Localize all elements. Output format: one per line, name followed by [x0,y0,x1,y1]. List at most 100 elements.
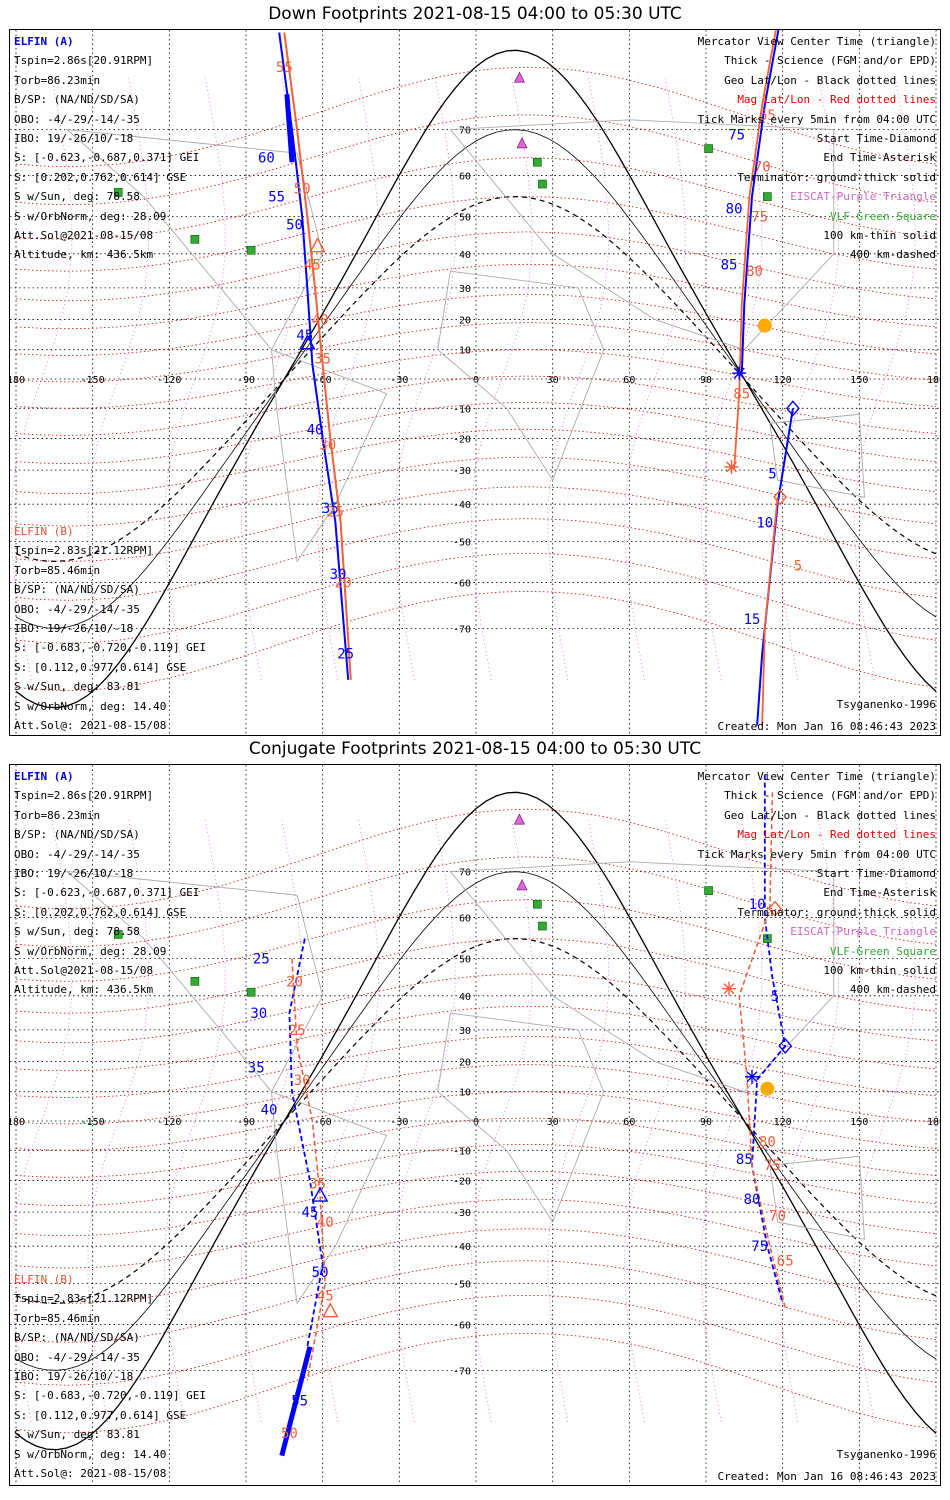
probe-a-tick-label: 15 [744,612,761,628]
lat-tick-label: 50 [459,955,471,966]
probe-b-tick-label: 75 [764,1158,781,1174]
center-time-triangle [299,334,316,350]
eiscat-station [513,813,525,825]
lon-tick-label: 180 [10,375,25,386]
mag-lat-line [15,1143,937,1207]
lat-tick-label: -30 [453,1208,471,1219]
lon-tick-label: 30 [547,1117,559,1128]
lat-tick-label: -70 [453,624,471,635]
mag-lat-line [15,66,937,168]
lat-tick-label: -40 [453,1242,471,1253]
lat-tick-label: -10 [453,1146,471,1157]
end-time-asterisk [732,366,747,381]
probe-a-science [284,94,295,163]
probe-b-tick-label: 80 [746,264,763,280]
vlf-station [704,144,713,153]
mag-lat-line [15,375,937,436]
mag-lat-line [15,808,937,910]
lon-tick-label: 180 [10,1117,25,1128]
lon-tick-label: -90 [237,1117,255,1128]
terminator-100km [15,129,937,629]
probe-b-tick-label: 65 [759,108,776,124]
mag-lat-line [15,1064,937,1125]
mag-lat-line [15,1260,937,1343]
end-time-asterisk [745,1069,759,1084]
probe-a-tick-label: 5 [771,989,779,1005]
probe-a-tick-label: 55 [291,1394,308,1410]
probe-b-tick-label: 40 [317,1215,334,1231]
probe-b-tick-label: 20 [335,576,352,592]
lat-tick-label: 30 [459,284,471,295]
eiscat-station [513,71,525,83]
probe-b-tick-label: 80 [759,1134,776,1150]
mag-lat-line [15,518,937,601]
terminator-400km [15,195,937,563]
probe-b-tick-label: 55 [276,60,293,76]
probe-b-tick-label: 70 [754,160,771,176]
model-label: Tsyganenko-1996 [836,698,936,711]
lat-tick-label: -30 [453,466,471,477]
probe-b-tick-label: 20 [286,974,303,990]
lat-tick-label: -20 [453,434,471,445]
probe-b-tick-label: 85 [733,387,750,403]
lat-tick-label: -40 [453,500,471,511]
lat-tick-label: 70 [459,126,471,137]
mag-lat-line [15,231,937,302]
probe-b-tick-label: 70 [769,1208,786,1224]
lon-tick-label: -30 [390,375,408,386]
terminator-ground [15,791,937,1451]
coastline [437,270,605,482]
down-footprints-map: 70605040302010-10-20-30-40-50-60-70180-1… [9,29,941,736]
model-label: Tsyganenko-1996 [836,1448,936,1461]
mag-lat-line [15,293,937,357]
lon-tick-label: 90 [700,1117,712,1128]
lat-tick-label: 40 [459,250,471,261]
probe-a-tick-label: 75 [728,127,745,143]
lat-tick-label: 60 [459,171,471,182]
lat-tick-label: -10 [453,404,471,415]
probe-b-tick-label: 5 [794,559,802,575]
coastline [271,1090,388,1305]
vlf-station [704,886,713,895]
probe-b-tick-label: 35 [314,352,331,368]
mag-lat-line [15,263,937,330]
probe-a-tick-label: 10 [756,515,773,531]
vlf-station [533,899,542,909]
probe-a-tick-label: 30 [330,567,347,583]
vlf-station [113,188,123,197]
probe-a-tick-label: 35 [322,501,339,517]
vlf-station [533,157,542,167]
lat-tick-label: 10 [459,1088,471,1099]
lon-tick-label: 60 [623,1117,635,1128]
mag-lat-line [15,1005,937,1072]
probe-a-tick-label: 40 [261,1102,278,1118]
probe-b-tick-label: 75 [751,210,768,226]
lon-tick-label: 150 [850,375,868,386]
mag-lat-line [15,856,937,948]
probe-a-tick-label: 25 [337,646,354,662]
lat-tick-label: 50 [459,213,471,224]
lat-tick-label: -70 [453,1366,471,1377]
vlf-station [763,192,772,201]
lon-tick-label: -60 [314,375,332,386]
lon-tick-label: -120 [157,375,181,386]
probe-b-tick-label: 65 [777,1254,794,1270]
probe-b-tick-label: 30 [294,1073,311,1089]
lat-tick-label: -50 [453,537,471,548]
probe-a-tick-label: 80 [726,202,743,218]
map-legend: Mercator View Center Time (triangle) Thic… [697,770,936,997]
probe-a-tick-label: 45 [301,1205,318,1221]
probe-a-tick-label: 50 [312,1265,329,1281]
probe-a-info: ELFIN (A) Tspin=2.86s[20.91RPM] Torb=86.23… [14,770,200,997]
probe-a-tick-label: 5 [768,466,776,482]
probe-b-info: ELFIN (B) Tspin=2.83s[21.12RPM] Torb=85.46… [14,1273,207,1481]
probe-b-info: ELFIN (B) Tspin=2.83s[21.12RPM] Torb=85.46… [14,525,207,733]
probe-b-tick-label: 45 [317,1288,334,1304]
lon-tick-label: -60 [314,1117,332,1128]
vlf-station [538,921,547,931]
lon-tick-label: -150 [81,1117,105,1128]
mag-lat-line [15,401,937,465]
eiscat-station [516,137,528,149]
probe-b-tick-label: 25 [327,504,344,520]
mag-lat-line [15,1332,937,1434]
